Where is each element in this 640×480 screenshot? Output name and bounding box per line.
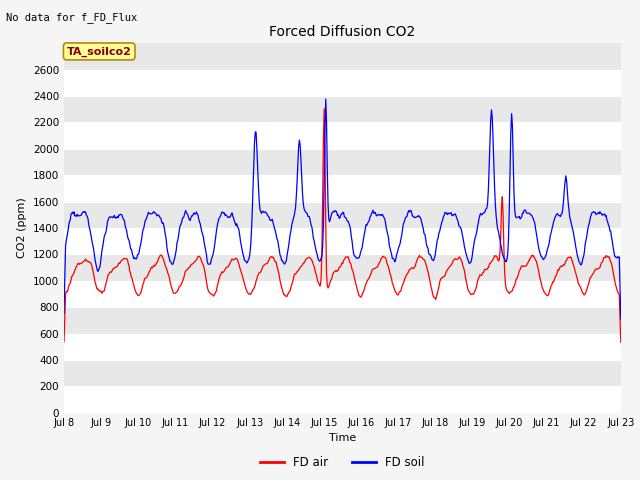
X-axis label: Time: Time — [329, 433, 356, 443]
Bar — [64, 175, 621, 202]
Bar — [64, 96, 621, 122]
Bar — [64, 254, 621, 281]
Bar — [64, 149, 621, 175]
Text: TA_soilco2: TA_soilco2 — [67, 46, 132, 57]
Bar — [64, 122, 621, 149]
Y-axis label: CO2 (ppm): CO2 (ppm) — [17, 198, 28, 258]
Legend: FD air, FD soil: FD air, FD soil — [255, 451, 429, 473]
Bar — [64, 386, 621, 413]
Title: Forced Diffusion CO2: Forced Diffusion CO2 — [269, 25, 415, 39]
Bar — [64, 307, 621, 334]
Bar — [64, 70, 621, 96]
Bar — [64, 360, 621, 386]
Bar — [64, 228, 621, 254]
Bar — [64, 334, 621, 360]
Bar — [64, 202, 621, 228]
Bar — [64, 281, 621, 307]
Text: No data for f_FD_Flux: No data for f_FD_Flux — [6, 12, 138, 23]
